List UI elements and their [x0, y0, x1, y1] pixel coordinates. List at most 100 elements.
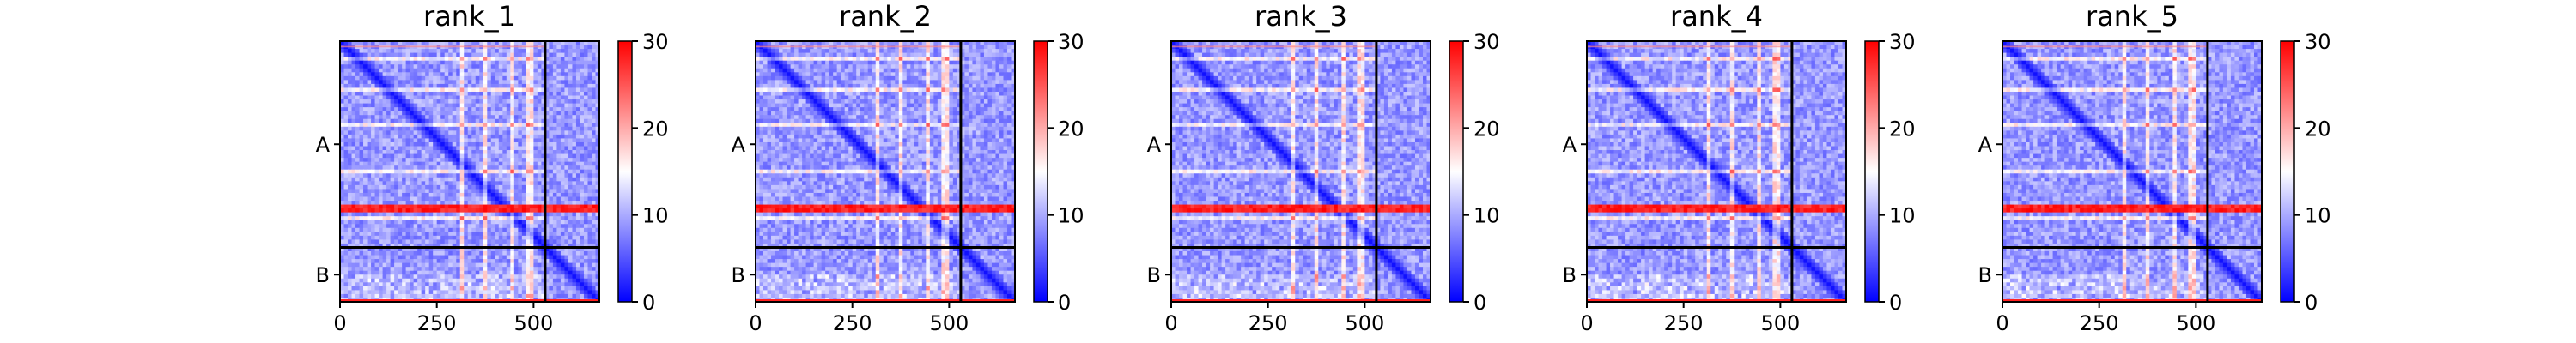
heatmap-cell — [398, 126, 403, 131]
heatmap-cell — [475, 153, 480, 159]
heatmap-cell — [390, 243, 395, 249]
heatmap-cell — [367, 247, 372, 252]
heatmap-cell — [794, 57, 799, 62]
heatmap-cell — [433, 64, 438, 69]
heatmap-cell — [995, 49, 1000, 54]
heatmap-cell — [355, 290, 361, 295]
heatmap-cell — [518, 293, 523, 299]
heatmap-cell — [359, 278, 364, 283]
heatmap-cell — [544, 278, 550, 283]
heatmap-cell — [502, 173, 507, 178]
heatmap-cell — [448, 227, 453, 232]
heatmap-cell — [471, 243, 477, 249]
heatmap-cell — [495, 75, 500, 81]
heatmap-cell — [914, 57, 919, 62]
heatmap-cell — [552, 270, 558, 275]
heatmap-cell — [572, 201, 577, 206]
heatmap-cell — [425, 243, 430, 249]
heatmap-cell — [417, 87, 422, 93]
heatmap-cell — [444, 72, 449, 77]
heatmap-cell — [390, 99, 395, 105]
heatmap-cell — [456, 146, 461, 151]
heatmap-cell — [390, 235, 395, 241]
heatmap-cell — [355, 57, 361, 62]
heatmap-cell — [398, 64, 403, 69]
heatmap-cell — [410, 293, 415, 299]
heatmap-cell — [436, 161, 441, 166]
heatmap-cell — [410, 115, 415, 120]
heatmap-cell — [583, 216, 589, 221]
heatmap-cell — [518, 72, 523, 77]
heatmap-cell — [448, 212, 453, 217]
heatmap-cell — [405, 243, 410, 249]
heatmap-cell — [444, 123, 449, 128]
heatmap-cell — [556, 259, 562, 264]
heatmap-cell — [595, 201, 600, 206]
heatmap-cell — [374, 130, 380, 135]
heatmap-cell — [933, 57, 939, 62]
heatmap-cell — [591, 83, 597, 89]
heatmap-cell — [351, 189, 356, 194]
heatmap-cell — [575, 146, 581, 151]
heatmap-cell — [456, 169, 461, 174]
heatmap-cell — [564, 57, 569, 62]
heatmap-cell — [564, 72, 569, 77]
heatmap-cell — [410, 181, 415, 186]
heatmap-cell — [502, 232, 507, 237]
heatmap-cell — [448, 115, 453, 120]
heatmap-cell — [575, 80, 581, 85]
heatmap-cell — [583, 286, 589, 291]
heatmap-cell — [475, 130, 480, 135]
heatmap-cell — [428, 181, 434, 186]
heatmap-cell — [367, 146, 372, 151]
heatmap-cell — [533, 91, 538, 97]
heatmap-cell — [518, 259, 523, 264]
heatmap-cell — [428, 189, 434, 194]
heatmap-cell — [371, 118, 376, 123]
heatmap-cell — [587, 232, 592, 237]
heatmap-cell — [371, 181, 376, 186]
heatmap-cell — [549, 290, 554, 295]
heatmap-cell — [541, 118, 546, 123]
heatmap-cell — [459, 118, 465, 123]
heatmap-cell — [587, 161, 592, 166]
heatmap-cell — [402, 196, 407, 202]
heatmap-cell — [568, 111, 574, 116]
heatmap-cell — [348, 87, 353, 93]
heatmap-cell — [410, 83, 415, 89]
heatmap-cell — [506, 91, 511, 97]
heatmap-cell — [502, 227, 507, 232]
heatmap-cell — [448, 286, 453, 291]
heatmap-cell — [556, 91, 562, 97]
heatmap-cell — [471, 204, 477, 209]
heatmap-cell — [417, 181, 422, 186]
heatmap-cell — [386, 212, 392, 217]
heatmap-cell — [495, 138, 500, 143]
heatmap-cell — [479, 286, 484, 291]
heatmap-cell — [502, 138, 507, 143]
heatmap-cell — [425, 75, 430, 81]
heatmap-cell — [452, 165, 457, 171]
heatmap-cell — [355, 243, 361, 249]
heatmap-cell — [459, 274, 465, 280]
heatmap-cell — [436, 255, 441, 260]
heatmap-cell — [805, 64, 811, 69]
heatmap-cell — [479, 130, 484, 135]
heatmap-cell — [833, 57, 838, 62]
heatmap-cell — [587, 134, 592, 140]
heatmap-cell — [564, 75, 569, 81]
heatmap-cell — [537, 57, 542, 62]
heatmap-cell — [343, 80, 349, 85]
heatmap-cell — [467, 224, 472, 229]
heatmap-cell — [495, 177, 500, 182]
heatmap-cell — [980, 64, 985, 69]
heatmap-cell — [343, 91, 349, 97]
heatmap-cell — [910, 49, 915, 54]
heatmap-cell — [529, 243, 534, 249]
heatmap-cell — [444, 64, 449, 69]
heatmap-cell — [498, 274, 503, 280]
heatmap-cell — [510, 208, 515, 214]
heatmap-cell — [502, 111, 507, 116]
heatmap-cell — [533, 255, 538, 260]
heatmap-cell — [405, 224, 410, 229]
